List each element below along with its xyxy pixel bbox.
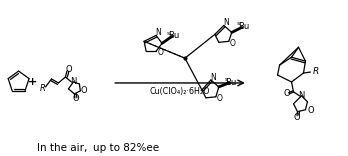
Text: O: O [230, 39, 236, 48]
Text: Bu: Bu [168, 31, 180, 40]
Text: O: O [283, 89, 290, 98]
Text: N: N [155, 28, 161, 37]
Text: N: N [70, 77, 76, 86]
Text: N: N [210, 73, 216, 81]
Text: O: O [307, 106, 314, 115]
Text: s: s [166, 31, 169, 36]
Text: O: O [217, 94, 223, 103]
Text: O: O [72, 94, 79, 103]
Text: O: O [65, 65, 72, 74]
Text: up to 82%ee: up to 82%ee [93, 143, 159, 153]
Text: O: O [80, 86, 87, 95]
Text: O: O [158, 48, 164, 57]
Text: R: R [40, 84, 46, 93]
Text: N: N [298, 91, 304, 100]
Text: In the air,: In the air, [37, 143, 88, 153]
Text: Bu: Bu [238, 22, 250, 31]
Text: s: s [237, 21, 240, 26]
Text: Bu: Bu [225, 78, 236, 88]
Text: O: O [293, 113, 300, 122]
Text: s: s [224, 78, 227, 83]
Text: +: + [28, 77, 37, 87]
Text: R: R [312, 67, 318, 76]
Text: Cu(ClO₄)₂·6H₂O: Cu(ClO₄)₂·6H₂O [150, 87, 210, 96]
Text: N: N [223, 18, 229, 27]
